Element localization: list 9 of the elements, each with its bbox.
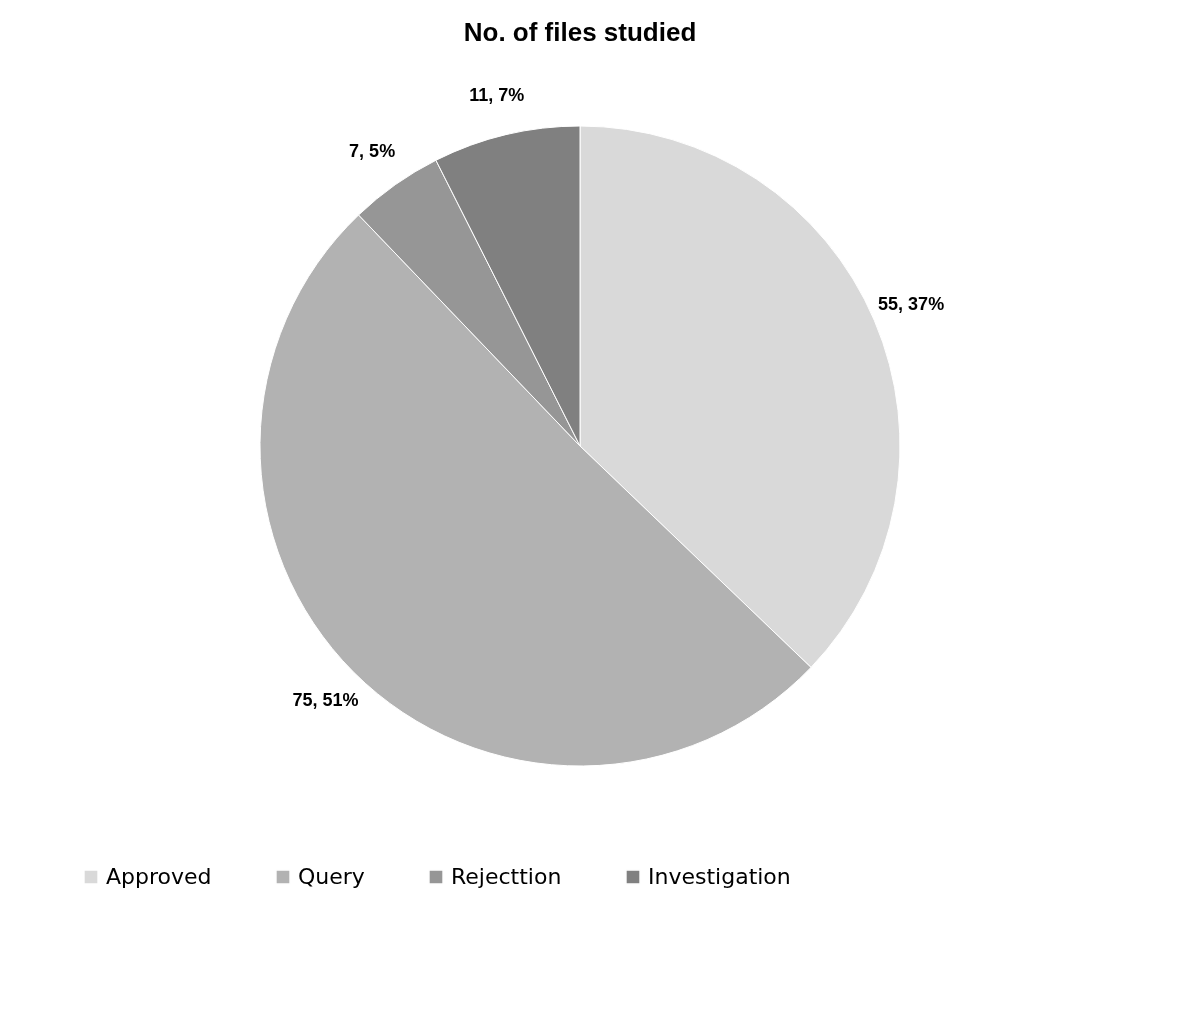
data-label: 55, 37% <box>878 293 945 314</box>
data-label: 7, 5% <box>349 141 396 162</box>
legend-label: Query <box>298 864 365 889</box>
data-label: 75, 51% <box>292 689 359 710</box>
chart-title: No. of files studied <box>463 17 697 47</box>
legend-label: Investigation <box>648 864 791 889</box>
data-label: 11, 7% <box>469 84 525 105</box>
legend-label: Rejecttion <box>451 864 562 889</box>
legend-label: Approved <box>106 864 212 889</box>
